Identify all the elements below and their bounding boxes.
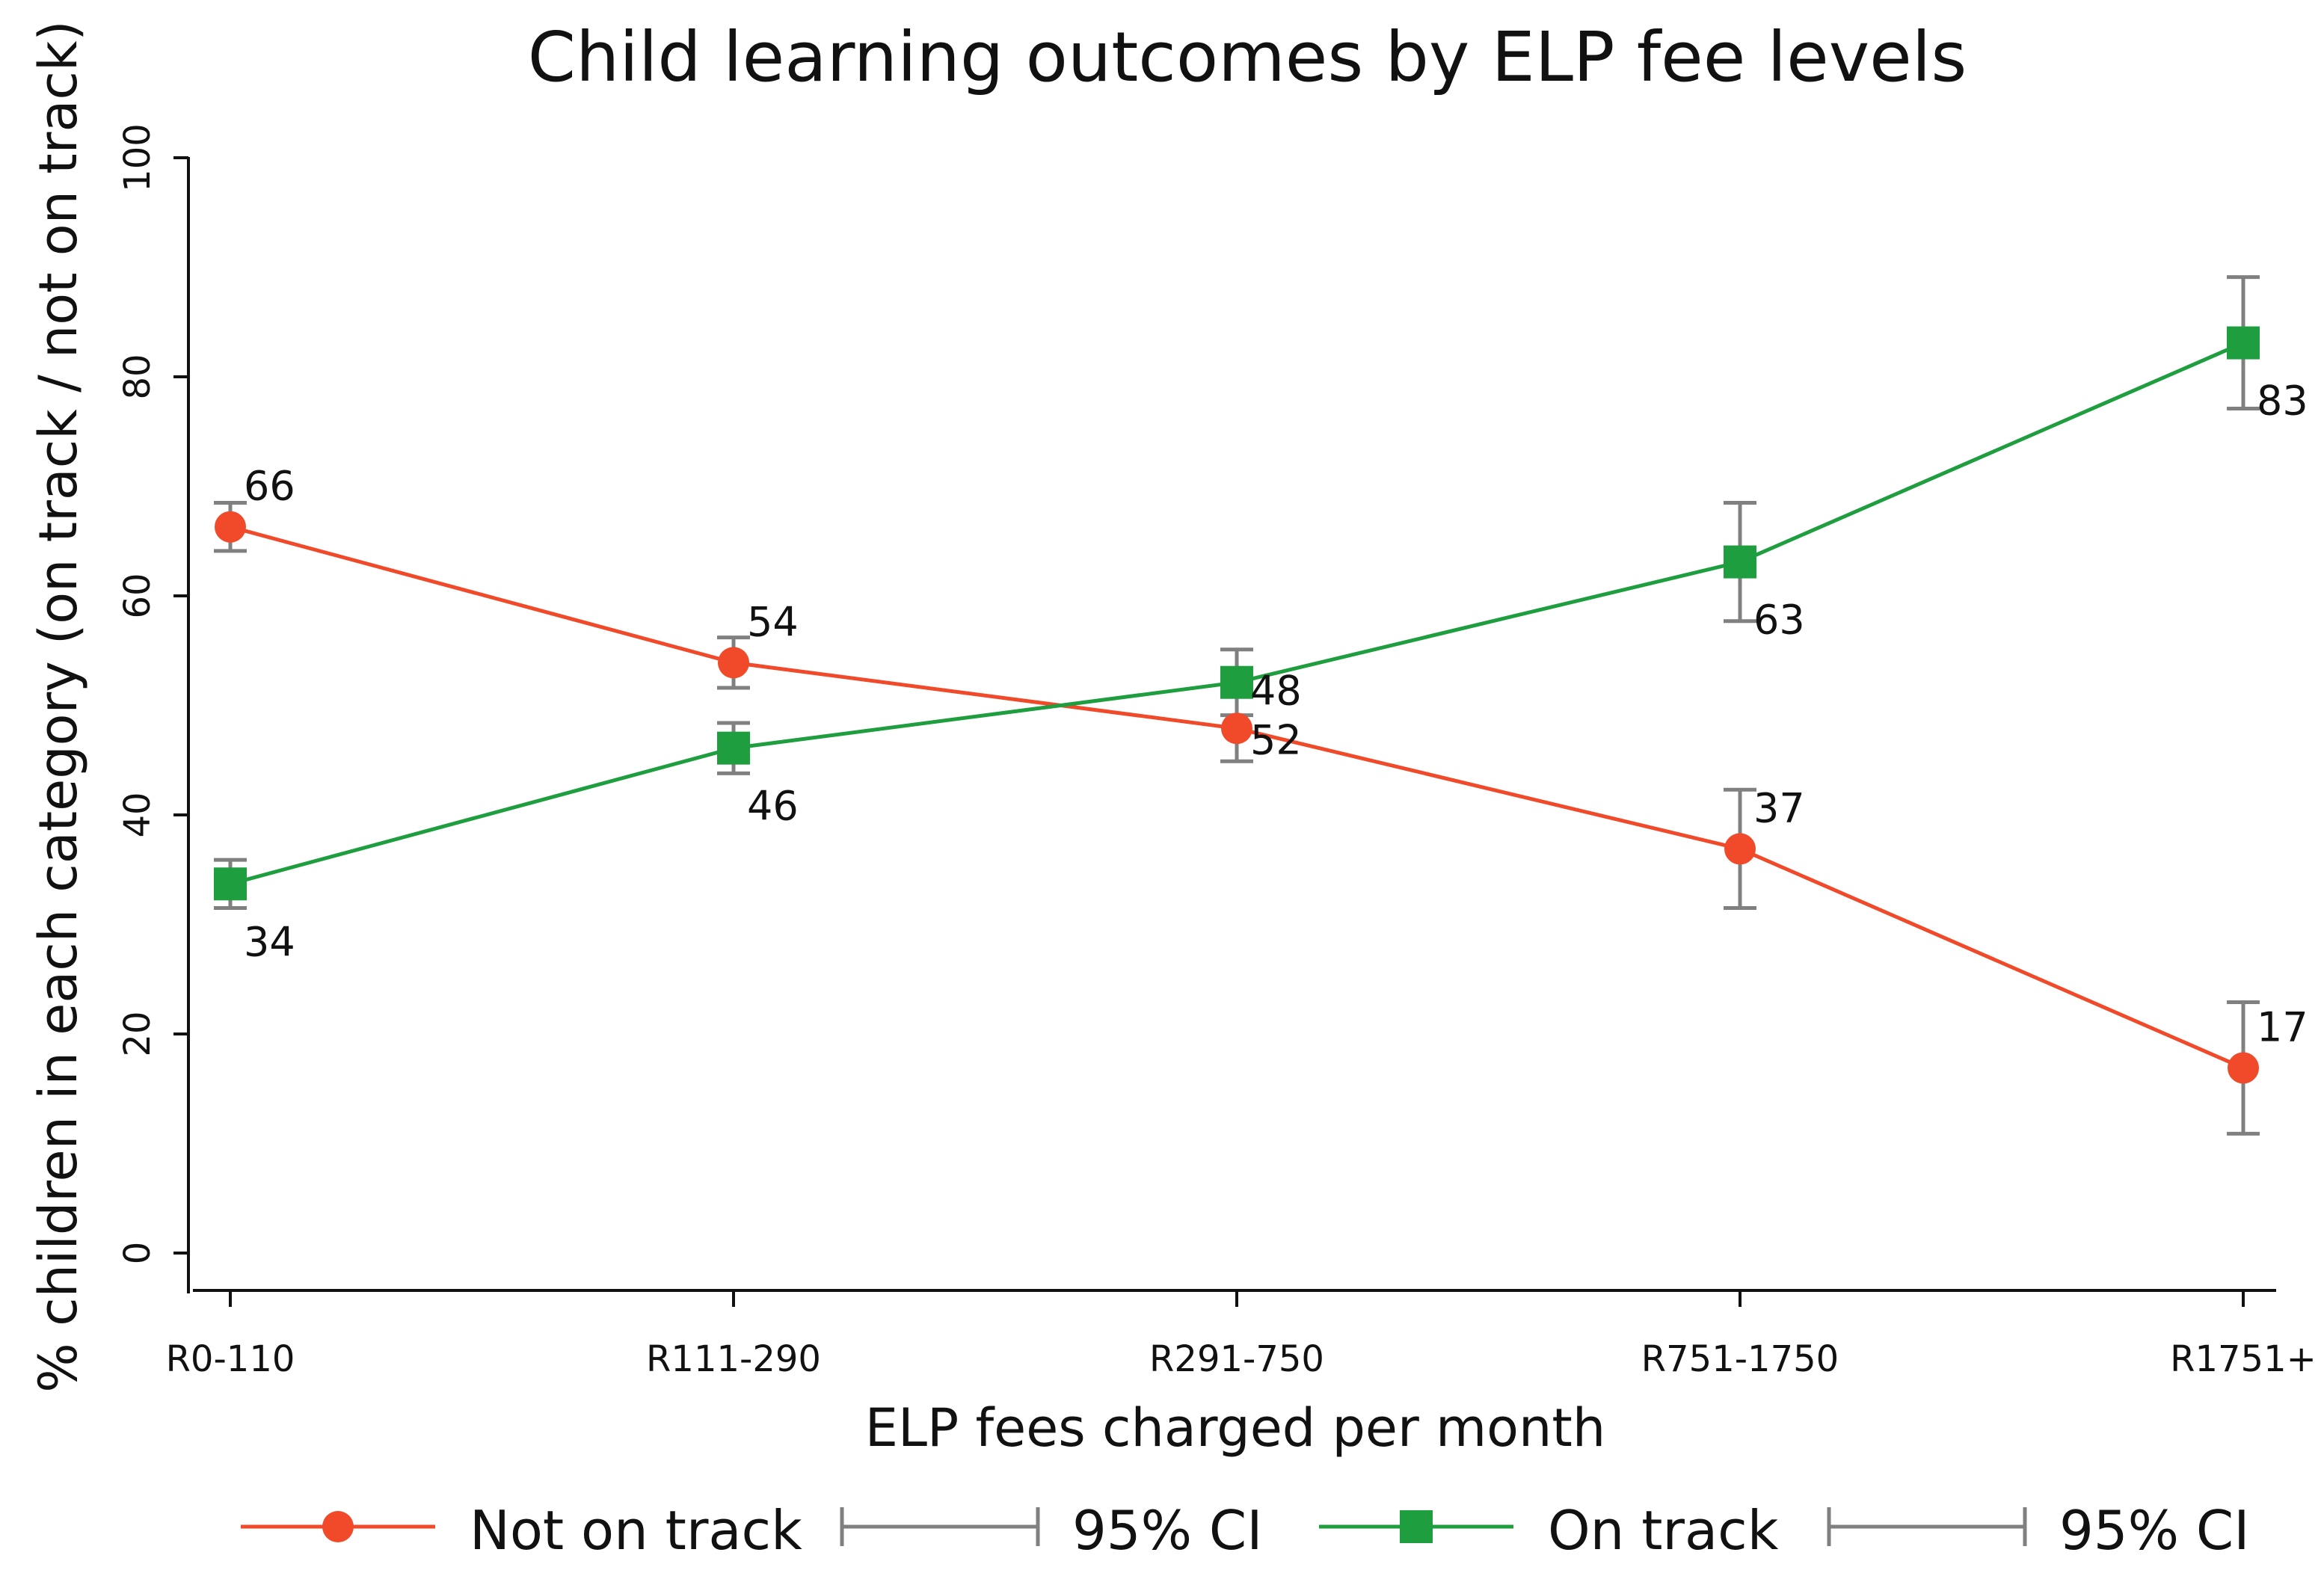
x-tick-label-4: R1751+ [2170, 1338, 2317, 1380]
legend: Not on track 95% CI On track 95% CI [241, 1499, 2249, 1562]
y-tick-label-40: 40 [117, 792, 159, 837]
series-line-not-on-track [230, 525, 2244, 1070]
x-ticks: R0-110 R111-290 R291-750 R751-1750 R1751+ [166, 1292, 2317, 1380]
point-on-track-1 [717, 731, 750, 765]
data-label-on-track-3: 63 [1753, 597, 1805, 644]
data-label-on-track-2: 48 [1250, 668, 1302, 715]
point-on-track-3 [1724, 545, 1756, 579]
legend-item-1: 95% CI [840, 1499, 1262, 1562]
x-tick-label-3: R751-1750 [1641, 1338, 1839, 1380]
data-label-not-on-track-0: 66 [244, 463, 295, 510]
y-tick-label-100: 100 [117, 123, 159, 192]
y-tick-label-60: 60 [117, 573, 159, 618]
data-label-not-on-track-3: 37 [1753, 784, 1805, 831]
data-labels: 66 54 52 37 17 34 46 48 63 83 [244, 378, 2308, 1051]
legend-label-2: On track [1548, 1499, 1779, 1562]
point-on-track-4 [2227, 326, 2260, 360]
data-label-on-track-1: 46 [747, 783, 799, 830]
legend-label-1: 95% CI [1072, 1499, 1262, 1562]
data-label-on-track-0: 34 [244, 918, 295, 965]
point-not-on-track-0 [215, 511, 246, 543]
y-tick-label-80: 80 [117, 354, 159, 399]
point-not-on-track-1 [718, 647, 749, 679]
legend-item-0: Not on track [241, 1499, 802, 1562]
x-tick-label-2: R291-750 [1149, 1338, 1324, 1380]
y-axis-title: % children in each category (on track / … [28, 20, 89, 1392]
data-label-not-on-track-1: 54 [747, 598, 799, 645]
point-on-track-2 [1220, 665, 1253, 699]
legend-marker-square-2 [1400, 1510, 1433, 1543]
x-tick-label-1: R111-290 [646, 1338, 821, 1380]
point-on-track-0 [214, 867, 247, 901]
point-not-on-track-4 [2228, 1052, 2259, 1084]
point-not-on-track-3 [1724, 833, 1756, 865]
data-label-not-on-track-4: 17 [2257, 1003, 2308, 1050]
series-line-on-track [230, 341, 2244, 886]
y-tick-label-20: 20 [117, 1011, 159, 1056]
x-axis-title: ELP fees charged per month [865, 1397, 1605, 1459]
legend-label-0: Not on track [470, 1499, 802, 1562]
legend-item-2: On track [1319, 1499, 1779, 1562]
legend-label-3: 95% CI [2059, 1499, 2249, 1562]
data-label-on-track-4: 83 [2257, 378, 2308, 425]
legend-marker-circle-0 [322, 1511, 354, 1542]
legend-item-3: 95% CI [1827, 1499, 2249, 1562]
x-tick-label-0: R0-110 [166, 1338, 295, 1380]
confidence-intervals [214, 275, 2260, 1136]
data-markers [214, 326, 2260, 1084]
y-tick-label-0: 0 [117, 1242, 159, 1265]
y-ticks: 0 20 40 60 80 100 [117, 123, 188, 1264]
point-not-on-track-2 [1221, 712, 1252, 745]
data-label-not-on-track-2: 52 [1250, 716, 1302, 763]
chart-title: Child learning outcomes by ELP fee level… [528, 17, 1967, 97]
